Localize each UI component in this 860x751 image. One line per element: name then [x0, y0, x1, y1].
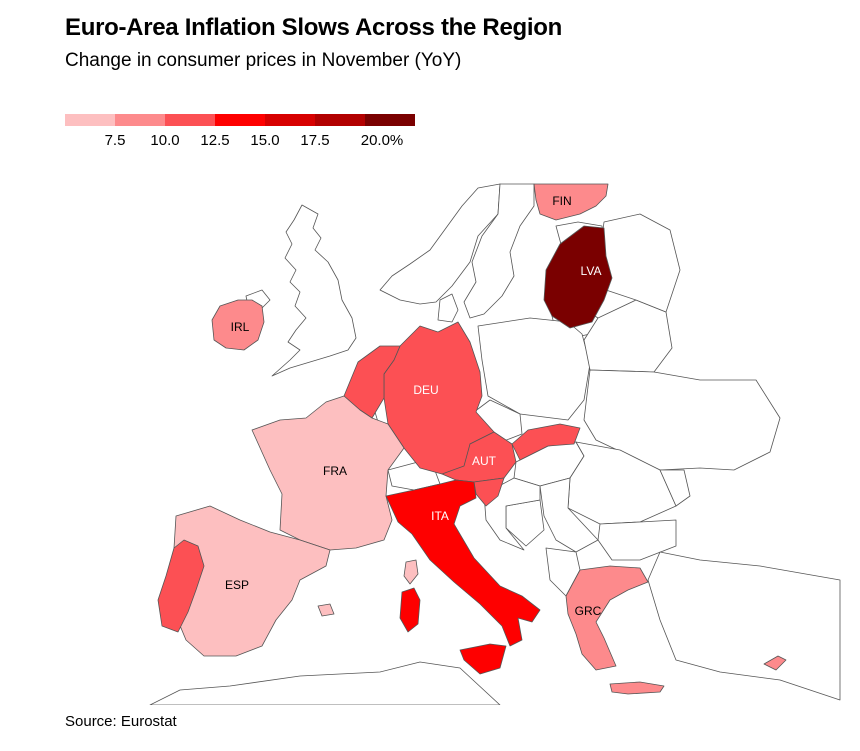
legend-swatch-4 [215, 114, 265, 126]
island-crete [609, 681, 665, 695]
chart-title: Euro-Area Inflation Slows Across the Reg… [65, 14, 562, 41]
country-tur [647, 551, 841, 701]
legend-tick-20-0: 20.0% [360, 132, 404, 149]
legend-tick-15-0: 15.0 [250, 132, 280, 149]
country-africa [149, 661, 501, 705]
country-mda [659, 469, 691, 507]
label-fra: FRA [323, 464, 347, 478]
country-grc [565, 565, 649, 671]
label-deu: DEU [413, 383, 438, 397]
island-balearic [317, 603, 335, 617]
island-sicily [459, 643, 507, 675]
country-hrv-ee [473, 477, 505, 507]
label-lva: LVA [581, 264, 602, 278]
label-esp: ESP [225, 578, 249, 592]
source-note: Source: Eurostat [65, 713, 177, 730]
legend-swatch-1 [65, 114, 115, 126]
color-legend: 7.5 10.0 12.5 15.0 17.5 20.0% [65, 114, 415, 154]
label-grc: GRC [575, 604, 602, 618]
country-irl [211, 299, 265, 351]
island-corsica [403, 559, 419, 585]
legend-swatch-5 [265, 114, 315, 126]
legend-tick-12-5: 12.5 [200, 132, 230, 149]
legend-tick-7-5: 7.5 [104, 132, 126, 149]
label-aut: AUT [472, 454, 497, 468]
legend-tick-10-0: 10.0 [150, 132, 180, 149]
legend-bar [65, 114, 415, 126]
label-ita: ITA [431, 509, 449, 523]
country-dnk [437, 293, 459, 323]
country-ita [385, 479, 541, 647]
legend-tick-17-5: 17.5 [300, 132, 330, 149]
country-ukr [583, 369, 781, 471]
label-fin: FIN [552, 194, 571, 208]
legend-swatch-3 [165, 114, 215, 126]
island-cyprus [763, 655, 787, 671]
country-swe [463, 183, 535, 319]
legend-swatch-7 [365, 114, 415, 126]
legend-swatch-2 [115, 114, 165, 126]
label-irl: IRL [231, 320, 250, 334]
country-rus [599, 213, 681, 313]
country-srb [539, 477, 599, 553]
country-fin [533, 183, 609, 221]
island-sardinia [399, 587, 421, 633]
country-bgr [597, 519, 677, 561]
country-pol [477, 317, 591, 421]
country-lva [543, 225, 613, 329]
europe-map: FIN LVA IRL DEU FRA AUT ITA ESP GRC [149, 183, 841, 705]
country-fra [251, 395, 405, 551]
chart-subtitle: Change in consumer prices in November (Y… [65, 50, 462, 71]
country-svk [511, 423, 581, 461]
country-gbr [271, 204, 357, 377]
legend-swatch-6 [315, 114, 365, 126]
country-prt [157, 539, 205, 633]
